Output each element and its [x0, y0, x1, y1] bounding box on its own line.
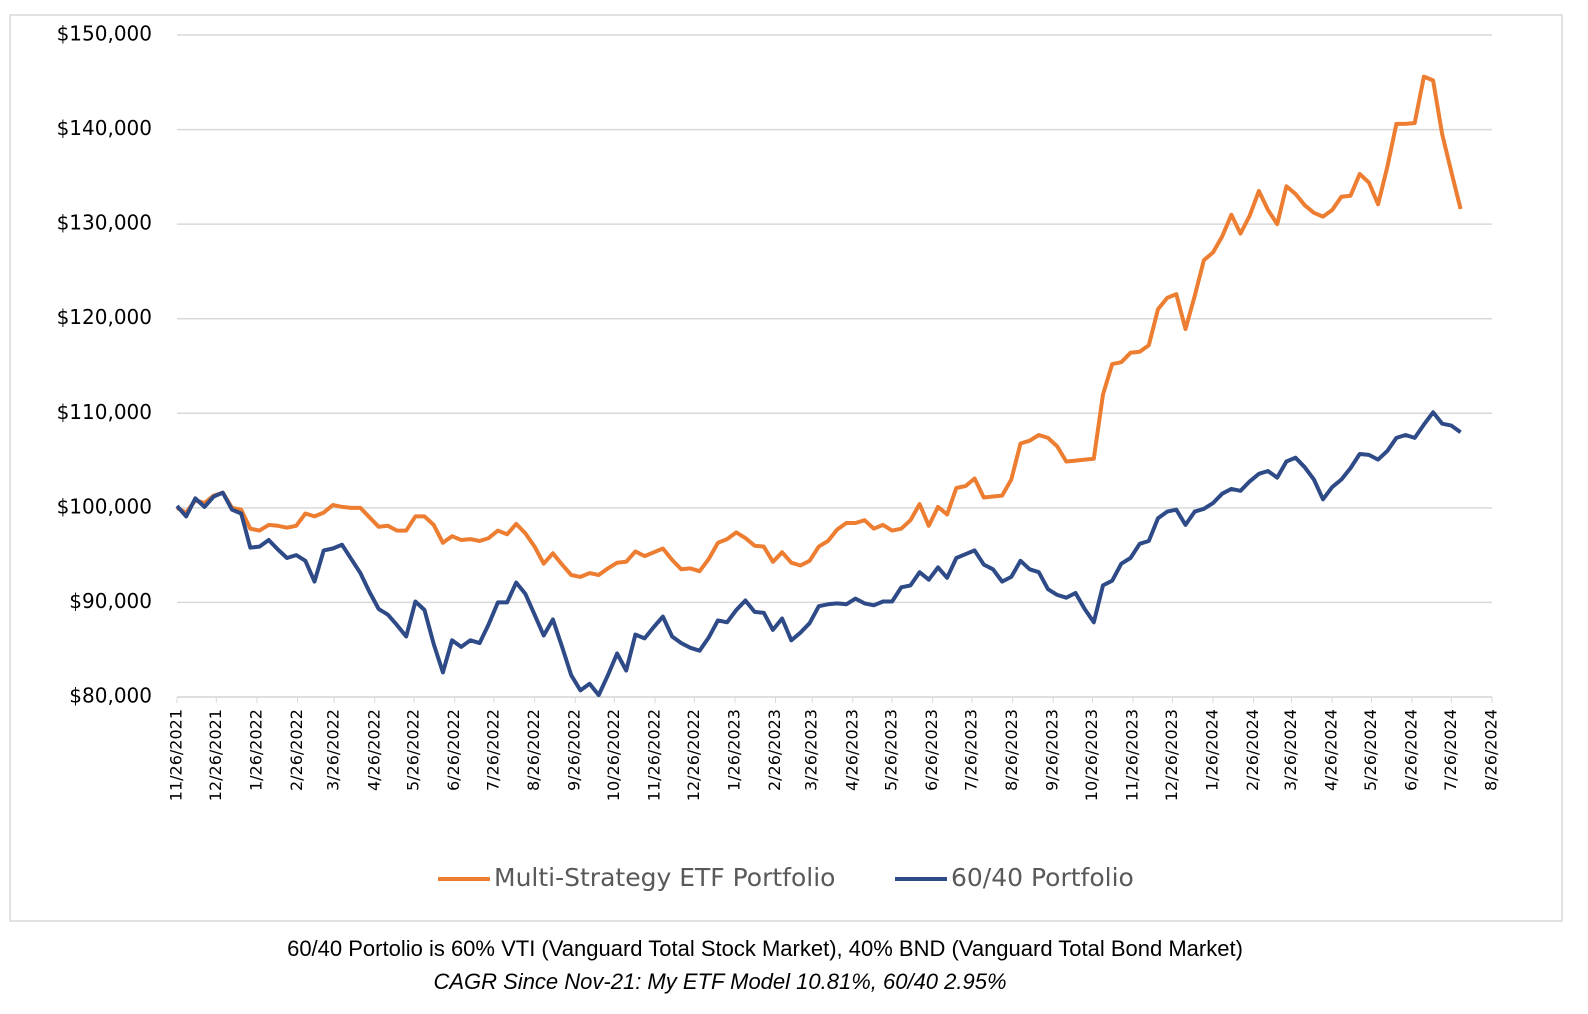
x-tick-label: 2/26/2024: [1243, 709, 1262, 791]
series-line: [176, 74, 1463, 579]
x-tick-label: 9/26/2023: [1043, 709, 1062, 791]
x-tick-label: 9/26/2022: [565, 709, 584, 791]
x-tick-label: 6/26/2024: [1402, 709, 1421, 791]
x-tick-label: 7/26/2024: [1441, 709, 1460, 791]
x-tick-label: 12/26/2021: [206, 709, 225, 801]
x-tick-label: 6/26/2022: [444, 709, 463, 791]
x-tick-label: 12/26/2023: [1162, 709, 1181, 801]
x-tick-label: 11/26/2021: [167, 709, 186, 801]
x-tick-label: 4/26/2022: [364, 709, 383, 791]
series-line: [175, 410, 1462, 698]
x-tick-label: 1/26/2024: [1203, 709, 1222, 791]
y-tick-label: $100,000: [57, 494, 152, 518]
x-tick-label: 3/26/2024: [1281, 709, 1300, 791]
x-tick-label: 1/26/2023: [724, 709, 743, 791]
x-tick-label: 7/26/2022: [483, 709, 502, 791]
y-tick-label: $130,000: [57, 211, 152, 235]
x-tick-label: 8/26/2024: [1482, 709, 1501, 791]
x-tick-label: 11/26/2023: [1123, 709, 1142, 801]
legend-label: Multi-Strategy ETF Portfolio: [494, 863, 835, 892]
x-tick-label: 12/26/2022: [684, 709, 703, 801]
x-tick-label: 8/26/2022: [524, 709, 543, 791]
note: 60/40 Portolio is 60% VTI (Vanguard Tota…: [287, 936, 1243, 961]
x-tick-label: 1/26/2022: [246, 709, 265, 791]
x-tick-label: 4/26/2023: [842, 709, 861, 791]
y-tick-label: $140,000: [57, 116, 152, 140]
x-tick-label: 10/26/2022: [604, 709, 623, 801]
x-tick-label: 3/26/2022: [324, 709, 343, 791]
legend-label: 60/40 Portfolio: [951, 863, 1134, 892]
y-tick-label: $110,000: [57, 400, 152, 424]
x-tick-label: 10/26/2023: [1082, 709, 1101, 801]
x-tick-label: 8/26/2023: [1002, 709, 1021, 791]
note: CAGR Since Nov-21: My ETF Model 10.81%, …: [433, 969, 1006, 994]
x-tick-label: 4/26/2024: [1322, 709, 1341, 791]
y-tick-label: $80,000: [69, 684, 152, 708]
x-tick-label: 5/26/2023: [882, 709, 901, 791]
x-tick-label: 6/26/2023: [922, 709, 941, 791]
x-tick-label: 2/26/2023: [765, 709, 784, 791]
x-tick-label: 7/26/2023: [962, 709, 981, 791]
x-tick-label: 11/26/2022: [645, 709, 664, 801]
y-tick-label: $90,000: [69, 589, 152, 613]
x-tick-label: 5/26/2024: [1361, 709, 1380, 791]
y-tick-label: $150,000: [57, 22, 152, 46]
y-tick-label: $120,000: [57, 305, 152, 329]
x-tick-label: 2/26/2022: [287, 709, 306, 791]
x-tick-label: 3/26/2023: [802, 709, 821, 791]
x-tick-label: 5/26/2022: [404, 709, 423, 791]
